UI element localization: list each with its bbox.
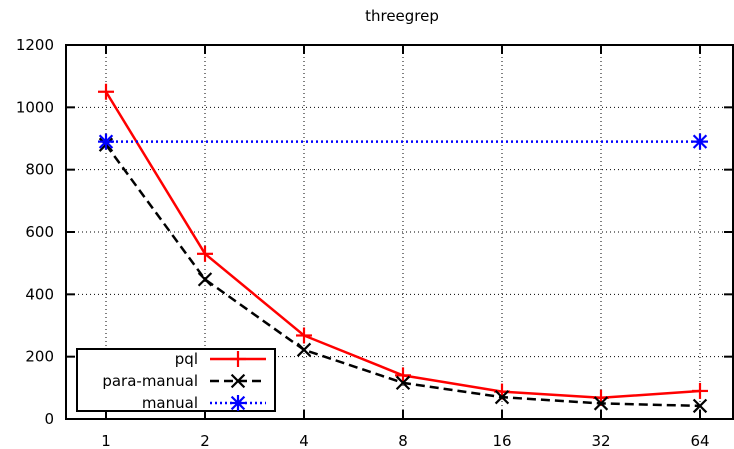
chart-title: threegrep xyxy=(365,7,439,25)
data-point-pql xyxy=(692,382,708,399)
x-tick-label: 1 xyxy=(101,432,111,449)
legend-marker-para-manual xyxy=(230,373,246,389)
x-tick-label: 32 xyxy=(591,432,610,449)
legend-marker-pql xyxy=(230,351,246,367)
axis-ticks: 0 200 400 600 800 1000 1200 1 2 4 8 16 32 64 xyxy=(16,36,733,449)
x-tick-label: 8 xyxy=(398,432,408,449)
y-tick-label: 600 xyxy=(25,223,54,241)
data-point-manual xyxy=(692,133,708,150)
legend-marker-manual xyxy=(230,395,246,411)
data-point-pql xyxy=(98,83,114,100)
legend: pql para-manual manual xyxy=(76,348,276,412)
plot-frame xyxy=(65,44,734,420)
y-tick-label: 200 xyxy=(25,348,54,366)
y-tick-label: 400 xyxy=(25,285,54,303)
series-group xyxy=(98,83,708,414)
legend-label: pql xyxy=(175,350,198,368)
data-point-para-manual xyxy=(593,396,609,411)
y-tick-label: 1200 xyxy=(16,36,54,54)
x-tick-label: 16 xyxy=(492,432,511,449)
y-tick-label: 1000 xyxy=(16,98,54,116)
legend-label: para-manual xyxy=(102,372,198,390)
data-point-manual xyxy=(98,133,114,150)
x-tick-label: 64 xyxy=(690,432,709,449)
data-point-pql xyxy=(197,245,213,262)
x-tick-label: 2 xyxy=(200,432,210,449)
data-point-para-manual xyxy=(494,390,510,405)
x-tick-label: 4 xyxy=(299,432,309,449)
legend-label: manual xyxy=(142,394,198,412)
y-tick-label: 800 xyxy=(25,161,54,179)
y-tick-label: 0 xyxy=(44,410,54,428)
data-point-para-manual xyxy=(197,272,213,287)
data-point-pql xyxy=(296,327,312,344)
data-point-para-manual xyxy=(296,342,312,357)
data-point-para-manual xyxy=(692,398,708,414)
data-point-para-manual xyxy=(395,375,411,391)
data-point-pql xyxy=(395,367,411,384)
